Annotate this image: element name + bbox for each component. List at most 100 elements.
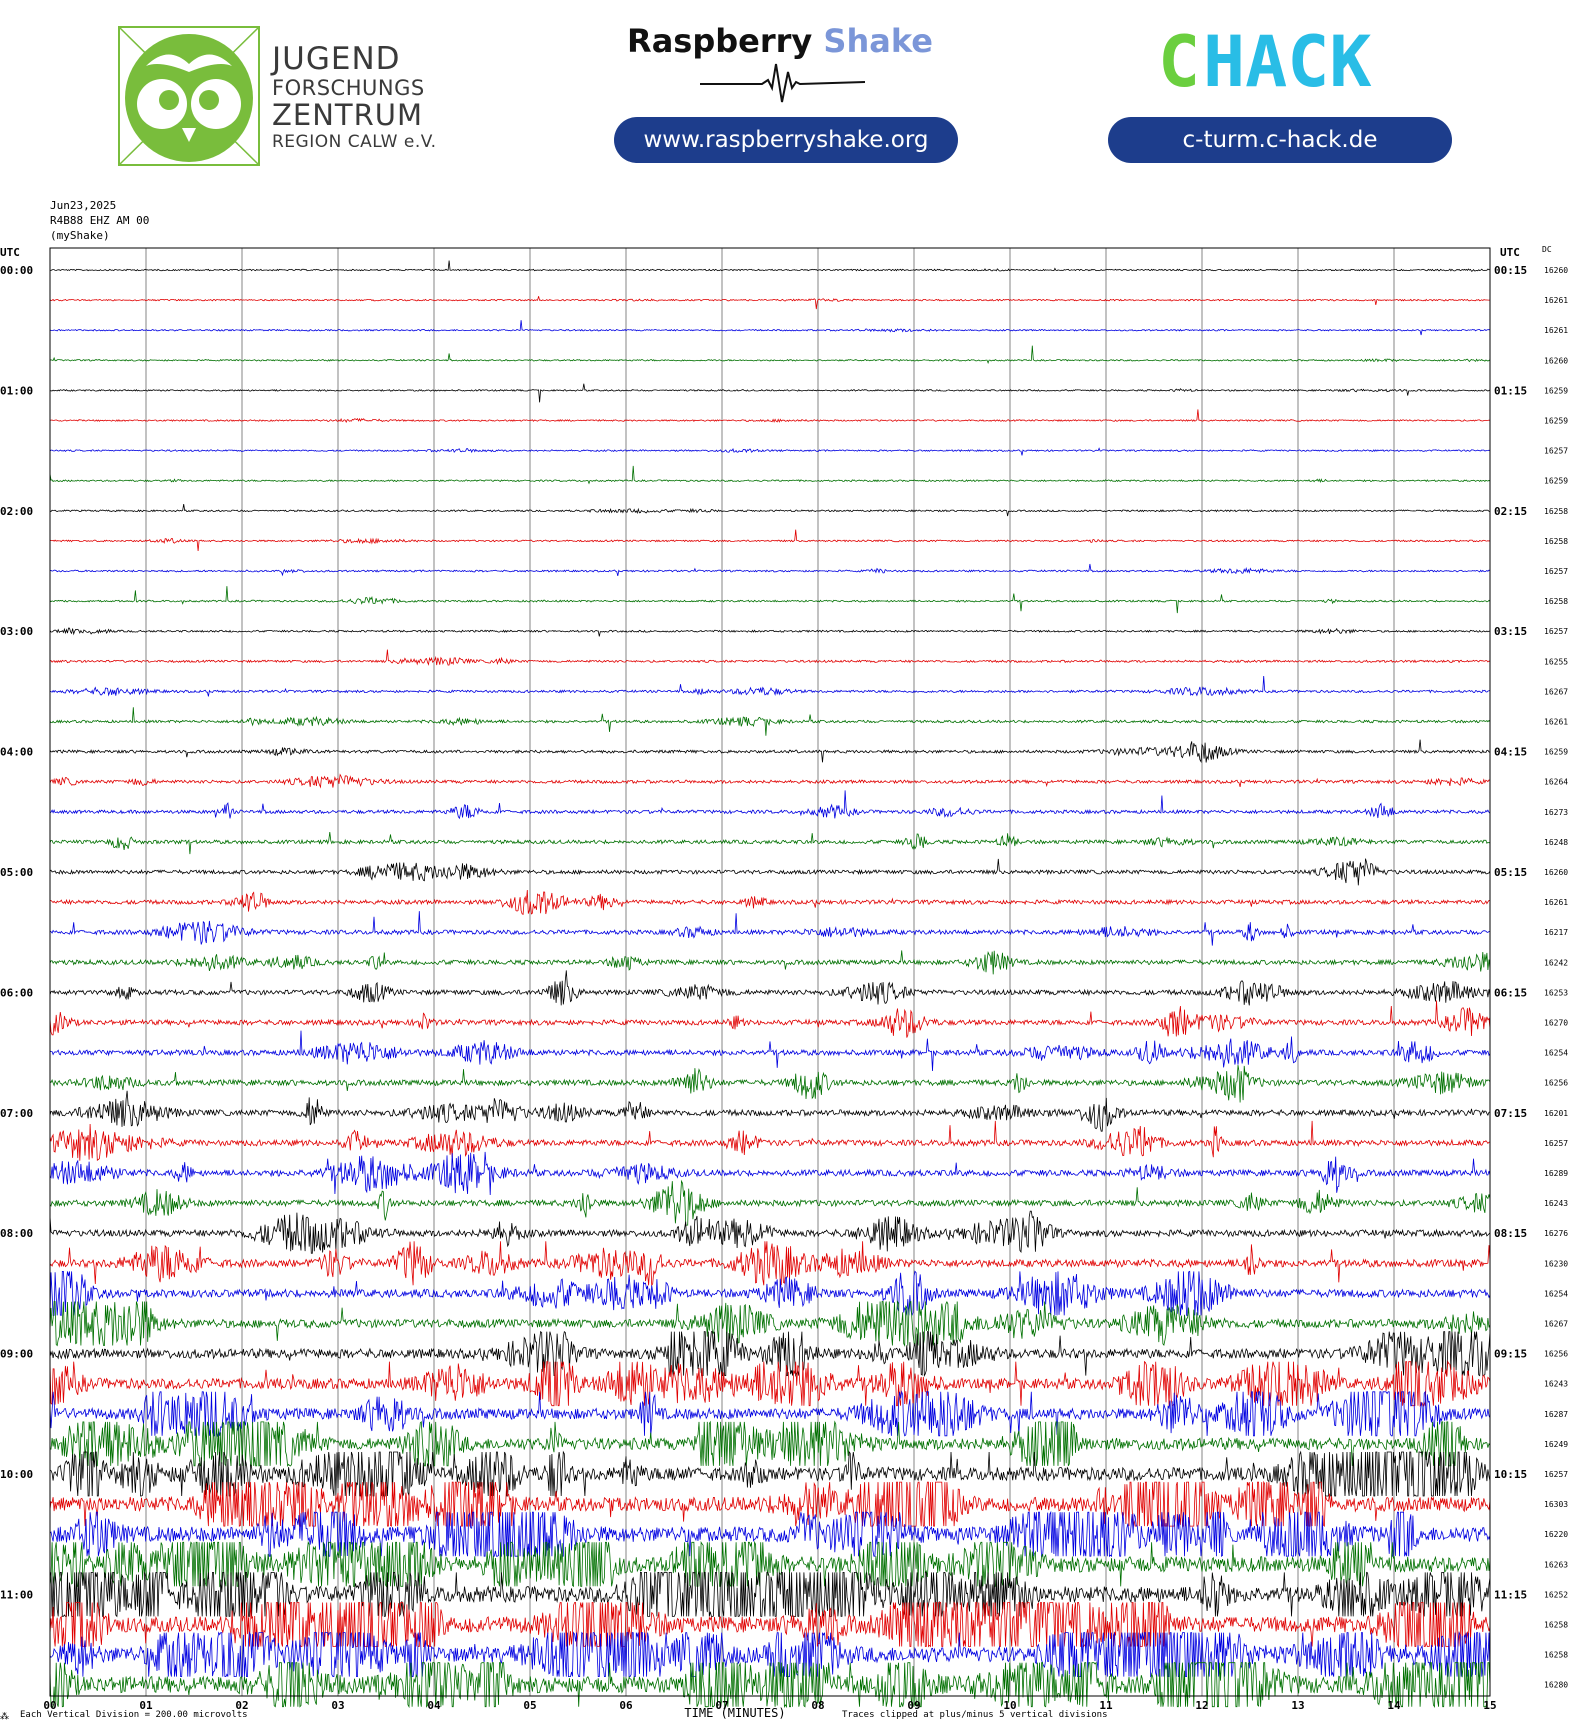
seismic-trace-row xyxy=(49,911,1491,946)
seismic-trace-row xyxy=(49,1270,1491,1317)
left-hour-label: 09:00 xyxy=(0,1348,33,1361)
dc-offset-label: 16255 xyxy=(1544,657,1568,666)
seismic-trace-row xyxy=(49,1151,1491,1196)
x-tick-label: 05 xyxy=(523,1699,536,1712)
seismogram-wave-icon xyxy=(700,63,865,103)
jfz-line-2: FORSCHUNGS xyxy=(272,76,425,100)
footer-clip-note: Traces clipped at plus/minus 5 vertical … xyxy=(842,1710,1108,1720)
seismic-trace-row xyxy=(49,1510,1491,1558)
jfz-name-block: JUGEND FORSCHUNGS ZENTRUM REGION CALW e.… xyxy=(272,44,437,151)
right-hour-label: 08:15 xyxy=(1494,1227,1527,1240)
seismic-trace-row xyxy=(49,1661,1491,1709)
x-tick-label: 08 xyxy=(811,1699,824,1712)
dc-column-title: DC xyxy=(1542,245,1552,254)
rs-word-raspberry: Raspberry xyxy=(627,22,813,60)
raspberry-shake-title: Raspberry Shake xyxy=(580,22,980,60)
right-hour-label: 00:15 xyxy=(1494,264,1527,277)
x-tick-label: 15 xyxy=(1483,1699,1496,1712)
chack-logo-icon: C HACK xyxy=(1158,28,1372,94)
dc-offset-label: 16258 xyxy=(1544,1651,1568,1660)
seismic-trace-row xyxy=(49,1300,1491,1348)
left-hour-label: 03:00 xyxy=(0,625,33,638)
chack-logo-hack: HACK xyxy=(1203,28,1372,94)
right-hour-label: 06:15 xyxy=(1494,986,1527,999)
seismic-trace-row xyxy=(49,1390,1491,1437)
left-axis-title: UTC xyxy=(0,246,20,259)
dc-offset-label: 16257 xyxy=(1544,627,1568,636)
seismic-trace-row xyxy=(49,1360,1491,1407)
seismic-trace-row xyxy=(49,1120,1491,1161)
right-hour-label: 10:15 xyxy=(1494,1468,1527,1481)
dc-offset-label: 16254 xyxy=(1544,1289,1568,1298)
header-banner: JUGEND FORSCHUNGS ZENTRUM REGION CALW e.… xyxy=(0,0,1570,190)
seismic-trace-row xyxy=(49,1210,1491,1254)
dc-offset-label: 16264 xyxy=(1544,778,1568,787)
dc-offset-label: 16257 xyxy=(1544,567,1568,576)
x-tick-label: 01 xyxy=(139,1699,153,1712)
seismic-trace-row xyxy=(49,1480,1491,1528)
x-tick-label: 06 xyxy=(619,1699,633,1712)
seismic-trace-row xyxy=(49,447,1491,456)
plot-frame xyxy=(49,247,1491,1697)
seismic-trace-row xyxy=(49,529,1491,552)
rs-word-shake: Shake xyxy=(823,22,933,60)
seismic-trace-row xyxy=(49,1241,1491,1287)
seismic-trace-row xyxy=(49,773,1491,789)
grid-layer xyxy=(145,248,1395,1696)
right-hour-label: 11:15 xyxy=(1494,1588,1527,1601)
seismic-trace-row xyxy=(49,1179,1491,1226)
dc-offset-label: 16280 xyxy=(1544,1681,1568,1690)
left-hour-label: 10:00 xyxy=(0,1468,33,1481)
dc-offset-label: 16289 xyxy=(1544,1169,1568,1178)
x-axis-label: TIME (MINUTES) xyxy=(684,1706,785,1720)
seismic-trace-row xyxy=(49,707,1491,736)
left-hour-label: 02:00 xyxy=(0,505,33,518)
left-hour-label: 00:00 xyxy=(0,264,33,277)
left-hour-label: 01:00 xyxy=(0,384,33,397)
seismic-trace-row xyxy=(49,889,1491,916)
right-hour-label: 04:15 xyxy=(1494,746,1527,759)
dc-offset-label: 16259 xyxy=(1544,477,1568,486)
dc-offset-label: 16254 xyxy=(1544,1049,1568,1058)
dc-offset-label: 16270 xyxy=(1544,1019,1568,1028)
seismic-trace-row xyxy=(49,345,1491,365)
right-hour-label: 07:15 xyxy=(1494,1107,1527,1120)
dc-offset-label: 16259 xyxy=(1544,748,1568,757)
seismic-trace-row xyxy=(49,1570,1491,1618)
seismic-trace-row xyxy=(50,383,1491,403)
x-tick-label: 00 xyxy=(43,1699,56,1712)
dc-offset-label: 16252 xyxy=(1544,1590,1568,1599)
seismic-trace-row xyxy=(49,675,1491,697)
dc-offset-label: 16257 xyxy=(1544,1470,1568,1479)
seismic-trace-row xyxy=(49,970,1491,1006)
seismic-trace-row xyxy=(49,950,1491,975)
dc-offset-label: 16257 xyxy=(1544,447,1568,456)
jfz-line-1: JUGEND xyxy=(272,41,401,77)
dc-offset-label: 16260 xyxy=(1544,266,1568,275)
x-tick-label: 11 xyxy=(1099,1699,1113,1712)
dc-offset-label: 16261 xyxy=(1544,296,1568,305)
dc-offset-label: 16220 xyxy=(1544,1530,1568,1539)
dc-offset-label: 16257 xyxy=(1544,1139,1568,1148)
jfz-line-4: REGION CALW e.V. xyxy=(272,132,437,152)
dc-offset-label: 16258 xyxy=(1544,537,1568,546)
chack-logo-c: C xyxy=(1158,28,1200,94)
seismic-trace-row xyxy=(49,260,1491,272)
chack-url-link[interactable]: c-turm.c-hack.de xyxy=(1108,117,1452,163)
dc-offset-label: 16260 xyxy=(1544,356,1568,365)
dc-offset-label: 16249 xyxy=(1544,1440,1568,1449)
x-tick-label: 12 xyxy=(1195,1699,1208,1712)
raspberryshake-url-link[interactable]: www.raspberryshake.org xyxy=(614,117,958,163)
dc-offset-label: 16243 xyxy=(1544,1380,1568,1389)
x-tick-label: 02 xyxy=(235,1699,248,1712)
dc-offset-label: 16259 xyxy=(1544,417,1568,426)
dc-offset-label: 16267 xyxy=(1544,1320,1568,1329)
seismic-trace-row xyxy=(49,1420,1491,1468)
left-hour-label: 04:00 xyxy=(0,746,33,759)
dc-offset-label: 16258 xyxy=(1544,597,1568,606)
seismic-trace-row xyxy=(49,1064,1491,1103)
label-layer: 00 01 02 03 04 05 06 07 08 09 10 11 12 13 14 15 16260 00:… xyxy=(0,264,1568,1712)
right-hour-label: 09:15 xyxy=(1494,1348,1527,1361)
seismic-trace-row xyxy=(49,504,1491,517)
left-hour-label: 11:00 xyxy=(0,1588,33,1601)
